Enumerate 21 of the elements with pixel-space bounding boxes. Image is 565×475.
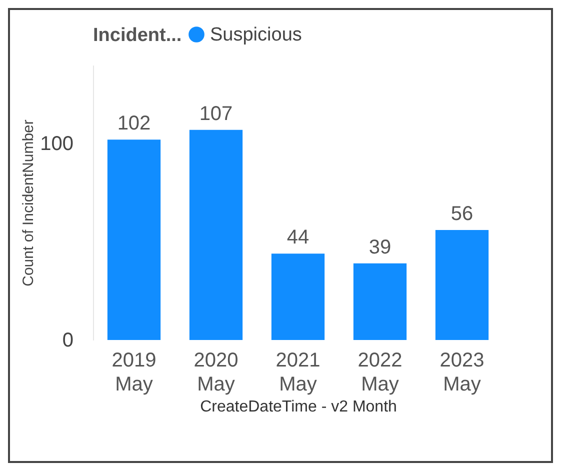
y-tick-label: 100 bbox=[40, 133, 74, 156]
data-label: 107 bbox=[199, 102, 233, 125]
x-tick-label: 2021 May bbox=[276, 350, 320, 396]
x-tick-label: 2022 May bbox=[358, 350, 402, 396]
x-tick-label: 2020 May bbox=[194, 350, 238, 396]
data-label: 44 bbox=[286, 226, 310, 249]
legend-label: Suspicious bbox=[210, 24, 302, 46]
bar bbox=[353, 263, 407, 340]
x-axis-title: CreateDateTime - v2 Month bbox=[200, 398, 397, 416]
data-label: 39 bbox=[368, 236, 392, 258]
bar bbox=[271, 254, 325, 340]
y-tick-label: 0 bbox=[62, 330, 74, 352]
data-label: 56 bbox=[450, 203, 474, 225]
data-label: 102 bbox=[117, 112, 151, 135]
x-tick-label: 2023 May bbox=[440, 350, 484, 396]
x-tick-label: 2019 May bbox=[112, 350, 156, 396]
bar bbox=[107, 140, 161, 340]
y-axis-title: Count of IncidentNumber bbox=[20, 120, 38, 286]
bar bbox=[189, 130, 243, 340]
bar bbox=[435, 230, 489, 340]
legend-title: Incident... bbox=[93, 25, 182, 46]
